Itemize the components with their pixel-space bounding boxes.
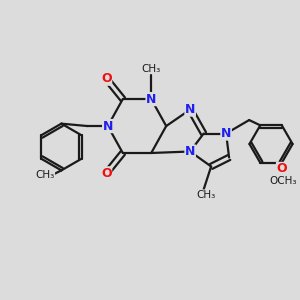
Text: N: N <box>185 103 195 116</box>
Text: N: N <box>103 119 113 133</box>
Text: OCH₃: OCH₃ <box>270 176 297 186</box>
Text: O: O <box>101 167 112 180</box>
Text: N: N <box>146 93 156 106</box>
Text: N: N <box>185 145 195 158</box>
Text: CH₃: CH₃ <box>142 64 161 74</box>
Text: CH₃: CH₃ <box>35 170 55 180</box>
Text: O: O <box>101 72 112 85</box>
Text: O: O <box>277 163 287 176</box>
Text: CH₃: CH₃ <box>196 190 216 200</box>
Text: N: N <box>221 127 231 140</box>
